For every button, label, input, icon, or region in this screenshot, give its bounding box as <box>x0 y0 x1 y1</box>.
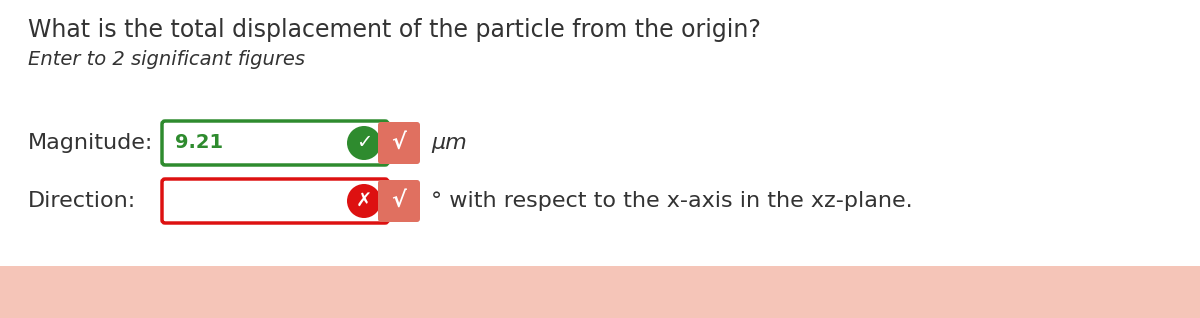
Circle shape <box>347 126 382 160</box>
Text: Direction:: Direction: <box>28 191 137 211</box>
Text: Magnitude:: Magnitude: <box>28 133 154 153</box>
Text: 9.21: 9.21 <box>175 134 223 153</box>
Text: √: √ <box>391 191 407 211</box>
Text: Enter to 2 significant figures: Enter to 2 significant figures <box>28 50 305 69</box>
Text: What is the total displacement of the particle from the origin?: What is the total displacement of the pa… <box>28 18 761 42</box>
Text: μm: μm <box>431 133 467 153</box>
FancyBboxPatch shape <box>162 121 388 165</box>
Text: √: √ <box>391 133 407 153</box>
FancyBboxPatch shape <box>378 122 420 164</box>
FancyBboxPatch shape <box>378 180 420 222</box>
FancyBboxPatch shape <box>0 266 1200 318</box>
FancyBboxPatch shape <box>162 179 388 223</box>
Circle shape <box>347 184 382 218</box>
Text: ° with respect to the x-axis in the xz-plane.: ° with respect to the x-axis in the xz-p… <box>431 191 913 211</box>
Text: ✗: ✗ <box>356 191 372 211</box>
Text: ✓: ✓ <box>356 134 372 153</box>
